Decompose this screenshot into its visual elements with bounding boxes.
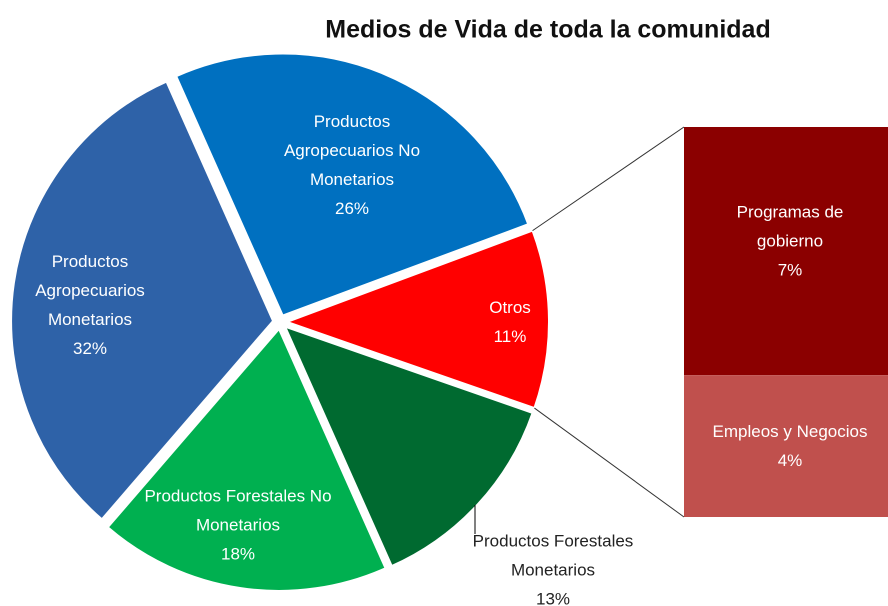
label-text: Empleos y Negocios [712, 422, 868, 442]
label-text: 18% [220, 544, 256, 564]
bar-segment [684, 127, 888, 376]
label-text: Programas de gobierno [736, 202, 844, 251]
pie-slice [283, 325, 534, 568]
pie-slice [106, 327, 387, 592]
label-text: Productos Forestales No Monetarios [144, 486, 332, 535]
pie-slice [174, 52, 530, 317]
bar-segment [684, 375, 888, 517]
connector-line [532, 126, 685, 232]
label-text: 26% [334, 199, 370, 218]
data-label: Productos Forestales Monetarios 13% [443, 527, 663, 606]
connector-line [534, 407, 685, 518]
data-label: Productos Agropecuarios No Monetarios 26% [272, 107, 432, 223]
label-text: 4% [777, 451, 803, 471]
label-text: 11% [493, 327, 527, 346]
chart-title: Medios de Vida de toda la comunidad [325, 15, 771, 44]
data-label: Otros 11% [465, 293, 555, 351]
data-label: Productos Agropecuarios Monetarios 32% [23, 247, 158, 363]
label-text: Otros [489, 298, 531, 317]
label-text: Productos Agropecuarios Monetarios [35, 252, 145, 329]
pie-slice [284, 229, 550, 410]
label-text: 13% [535, 589, 571, 606]
label-text: 32% [72, 339, 108, 358]
label-text: 7% [777, 260, 803, 280]
data-label: Productos Forestales No Monetarios 18% [128, 482, 348, 569]
pie-slice [10, 80, 275, 521]
data-label: Programas de gobierno 7% [715, 198, 865, 285]
label-text: Productos Agropecuarios No Monetarios [283, 112, 421, 189]
label-text: Productos Forestales Monetarios [472, 531, 634, 580]
data-label: Empleos y Negocios 4% [680, 417, 888, 475]
